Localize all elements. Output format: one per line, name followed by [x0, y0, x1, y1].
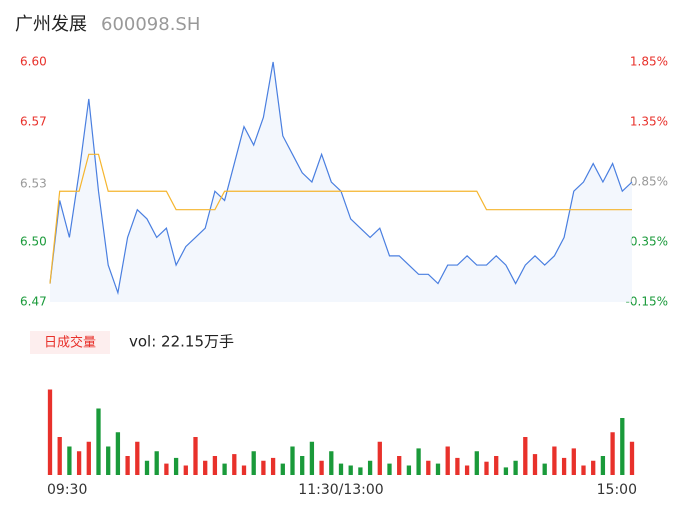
volume-bar: [494, 456, 499, 475]
volume-bar: [484, 461, 489, 475]
average-line: [49, 153, 632, 284]
stock-name: 广州发展: [15, 14, 87, 35]
volume-bar: [86, 441, 91, 475]
volume-bar: [47, 389, 53, 475]
y2-tick-label: 0.35%: [630, 235, 668, 249]
y2-tick-label: 1.35%: [630, 115, 668, 129]
volume-bar: [193, 437, 198, 475]
volume-bar: [610, 432, 615, 475]
y2-tick-label: 0.85%: [630, 175, 668, 189]
volume-bar: [348, 465, 353, 475]
y2-tick-label: 1.85%: [630, 55, 668, 69]
volume-bar: [57, 437, 62, 475]
volume-bar: [261, 460, 266, 475]
volume-bar: [309, 441, 315, 475]
volume-bar: [319, 460, 324, 475]
volume-bar: [144, 460, 150, 475]
volume-bar: [435, 463, 441, 475]
volume-bar: [115, 432, 121, 475]
volume-bar: [290, 446, 295, 475]
stock-code: 600098.SH: [101, 14, 200, 35]
x-tick-label: 15:00: [597, 482, 637, 498]
volume-badge-bg: [30, 331, 110, 354]
volume-label: vol: 22.15万手: [129, 333, 234, 351]
volume-bar: [426, 460, 431, 475]
volume-bar: [591, 460, 596, 475]
y-tick-label: 6.47: [20, 295, 47, 309]
volume-bar: [377, 441, 382, 475]
y-tick-label: 6.57: [20, 115, 47, 129]
volume-bar: [464, 465, 470, 475]
volume-bar: [329, 451, 334, 475]
volume-bar: [571, 448, 576, 475]
volume-bar: [387, 463, 392, 475]
volume-bar: [455, 457, 460, 475]
volume-bar: [183, 465, 188, 475]
y-tick-label: 6.53: [20, 176, 47, 190]
volume-bar: [629, 441, 635, 475]
volume-bar: [620, 418, 625, 475]
volume-bar: [125, 456, 130, 475]
volume-badge: 日成交量: [44, 335, 96, 351]
volume-bar: [164, 463, 169, 475]
volume-bar: [280, 463, 285, 475]
volume-bar: [561, 457, 567, 475]
volume-bar: [552, 446, 557, 475]
x-tick-label: 09:30: [47, 482, 87, 498]
volume-bar: [135, 441, 140, 475]
volume-bar: [251, 451, 256, 475]
volume-bar: [397, 456, 402, 475]
volume-bar: [96, 408, 101, 475]
volume-bar: [532, 454, 538, 475]
volume-bar: [106, 446, 111, 475]
x-tick-label: 11:30/13:00: [298, 482, 383, 498]
volume-bar: [67, 446, 72, 475]
volume-bar: [358, 467, 363, 475]
volume-bar: [503, 467, 509, 475]
volume-bar: [154, 451, 159, 475]
volume-bar: [445, 446, 450, 475]
volume-bar: [581, 465, 586, 475]
volume-bar: [300, 456, 305, 475]
volume-bar: [513, 460, 518, 475]
volume-bar: [232, 454, 237, 475]
volume-bar: [241, 465, 247, 475]
volume-bar: [474, 451, 479, 475]
volume-bar: [212, 456, 218, 475]
volume-bar: [173, 457, 179, 475]
volume-bar: [76, 451, 82, 475]
volume-bar: [367, 460, 373, 475]
y-tick-label: 6.60: [20, 55, 47, 69]
volume-bar: [600, 456, 606, 475]
volume-bar: [406, 465, 412, 475]
volume-bar: [203, 460, 208, 475]
price-area: [50, 62, 632, 302]
volume-bar: [270, 457, 276, 475]
volume-bar: [222, 463, 227, 475]
volume-bar: [416, 448, 421, 475]
y-tick-label: 6.50: [20, 235, 47, 249]
volume-bar: [542, 463, 547, 475]
volume-bar: [338, 463, 344, 475]
y2-tick-label: -0.15%: [626, 295, 668, 309]
volume-bar: [523, 437, 528, 475]
